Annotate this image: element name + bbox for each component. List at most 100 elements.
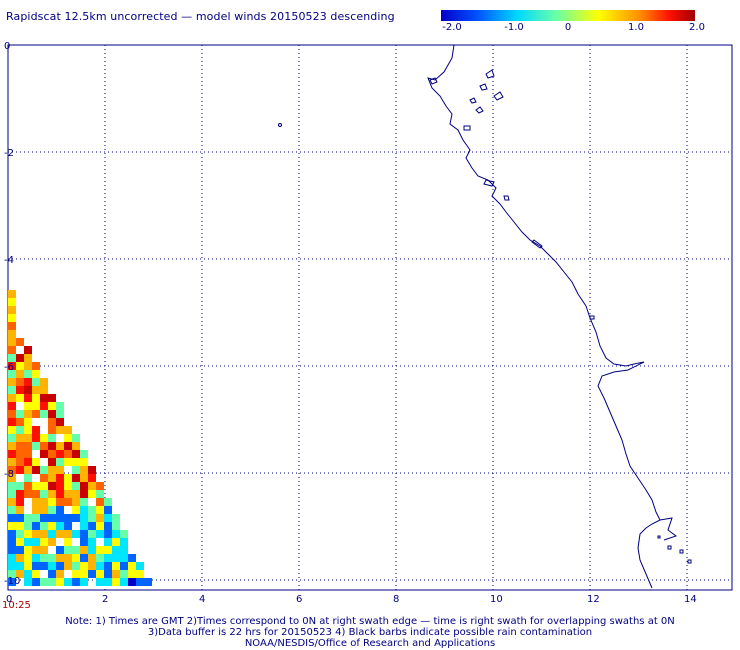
swath-cell [96,522,104,530]
swath-cell [8,330,16,338]
swath-cell [48,402,56,410]
swath-cell [40,530,48,538]
swath-cell [64,450,72,458]
swath-cell [24,554,32,562]
swath-cell [72,434,80,442]
swath-cell [48,418,56,426]
y-tick-label: -6 [4,362,14,373]
swath-cell [64,490,72,498]
swath-cell [48,554,56,562]
swath-cell [72,562,80,570]
swath-cell [56,514,64,522]
swath-cell [16,410,24,418]
swath-cell [8,554,16,562]
y-tick-label: -4 [4,255,14,266]
swath-cell [88,514,96,522]
swath-cell [24,426,32,434]
swath-cell [104,506,112,514]
swath-cell [16,538,24,546]
swath-cell [80,530,88,538]
swath-cell [16,434,24,442]
swath-cell [32,570,40,578]
swath-cell [48,450,56,458]
colorbar-label-min: -2.0 [442,22,462,33]
swath-cell [48,530,56,538]
swath-cell [48,490,56,498]
swath-cell [64,426,72,434]
swath-cell [64,442,72,450]
swath-cell [80,474,88,482]
swath-cell [112,538,120,546]
swath-cell [56,418,64,426]
swath-cell [40,554,48,562]
swath-cell [96,570,104,578]
swath-cell [128,570,136,578]
swath-cell [96,498,104,506]
swath-cell [40,538,48,546]
swath-cell [40,410,48,418]
swath-cell [56,578,64,586]
swath-cell [96,482,104,490]
swath-cell [8,474,16,482]
swath-cell [40,466,48,474]
y-tick-label: -8 [4,469,14,480]
swath-cell [56,426,64,434]
swath-cell [8,378,16,386]
swath-cell [88,538,96,546]
swath-cell [32,410,40,418]
x-tick-label: 10 [490,594,503,605]
swath-cell [64,554,72,562]
swath-cell [16,338,24,346]
swath-cell [8,514,16,522]
swath-cell [56,570,64,578]
swath-cell [56,482,64,490]
swath-cell [136,578,144,586]
swath-cell [88,506,96,514]
swath-cell [56,402,64,410]
swath-cell [8,506,16,514]
swath-cell [32,490,40,498]
swath-cell [120,554,128,562]
swath-cell [16,562,24,570]
swath-cell [80,498,88,506]
swath-cell [8,338,16,346]
swath-cell [96,562,104,570]
swath-cell [64,578,72,586]
swath-cell [96,578,104,586]
swath-cell [8,450,16,458]
swath-cell [48,458,56,466]
swath-cell [40,498,48,506]
swath-cell [72,490,80,498]
swath-cell [48,522,56,530]
swath-cell [120,530,128,538]
swath-cell [112,554,120,562]
swath-cell [40,386,48,394]
swath-cell [72,466,80,474]
swath-cell [48,538,56,546]
swath-cell [40,402,48,410]
swath-cell [104,578,112,586]
swath-cell [24,418,32,426]
swath-cell [24,538,32,546]
swath-cell [72,514,80,522]
x-tick-label: 6 [296,594,302,605]
swath-cell [72,554,80,562]
swath-cell [16,570,24,578]
swath-cell [48,394,56,402]
swath-cell [8,434,16,442]
plot-frame [7,44,733,591]
swath-cell [80,458,88,466]
swath-cell [64,458,72,466]
swath-cell [64,546,72,554]
swath-cell [8,538,16,546]
colorbar-label-max: 2.0 [689,22,705,33]
swath-cell [80,490,88,498]
swath-cell [24,450,32,458]
swath-cell [88,490,96,498]
swath-cell [96,530,104,538]
y-tick-label: -10 [4,576,20,587]
swath-cell [80,506,88,514]
swath-cell [16,378,24,386]
swath-cell [96,546,104,554]
swath-cell [88,482,96,490]
